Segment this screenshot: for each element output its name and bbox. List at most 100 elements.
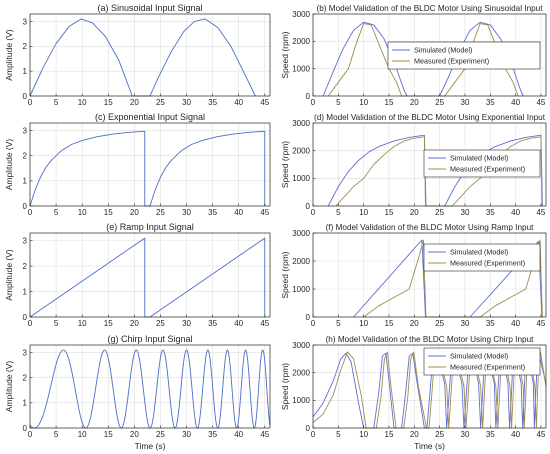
series-line-2 <box>312 351 547 429</box>
x-tick-label: 30 <box>461 430 470 439</box>
x-tick-label: 35 <box>486 208 495 217</box>
x-tick-label: 20 <box>130 319 139 328</box>
x-tick-label: 40 <box>234 98 243 107</box>
series-line-1 <box>29 237 266 318</box>
x-tick-label: 35 <box>208 319 217 328</box>
legend-box <box>387 41 541 70</box>
y-tick-label: 0 <box>23 424 28 433</box>
y-axis-label: Amplitude (V) <box>4 139 14 191</box>
x-tick-label: 10 <box>78 208 87 217</box>
legend-label: Simulated (Model) <box>414 46 472 55</box>
x-tick-label: 15 <box>385 98 394 107</box>
legend: Simulated (Model) Measured (Experiment) <box>423 243 541 272</box>
y-tick-label: 0 <box>306 313 311 322</box>
x-tick-label: 10 <box>359 208 368 217</box>
x-axis-label: Time (s) <box>135 441 166 451</box>
x-tick-label: 45 <box>536 430 545 439</box>
x-tick-label: 20 <box>410 208 419 217</box>
x-tick-label: 25 <box>435 208 444 217</box>
x-tick-label: 10 <box>359 430 368 439</box>
y-tick-label: 1000 <box>292 64 310 73</box>
x-tick-label: 35 <box>208 208 217 217</box>
y-tick-label: 1000 <box>292 396 310 405</box>
x-tick-label: 0 <box>28 98 33 107</box>
axes-box <box>312 232 547 318</box>
x-tick-label: 15 <box>385 208 394 217</box>
y-tick-label: 2000 <box>292 257 310 266</box>
y-tick-label: 3 <box>23 348 28 357</box>
x-tick-label: 5 <box>54 430 59 439</box>
x-tick-label: 35 <box>486 430 495 439</box>
chart-panel-a: 0 5 10 15 20 25 30 35 40 45 0 1 2 3 (a) Sinusoidal Inp… <box>4 3 271 107</box>
chart-panel-h: 0 5 10 15 20 25 30 35 40 45 0 1000 2000 3000 (h) Model… <box>280 335 547 451</box>
legend-label: Simulated (Model) <box>450 248 508 257</box>
x-tick-label: 30 <box>182 98 191 107</box>
legend-label: Measured (Experiment) <box>450 363 525 372</box>
x-tick-label: 10 <box>78 98 87 107</box>
x-tick-label: 35 <box>208 98 217 107</box>
y-axis-label: Speed (rpm) <box>280 251 290 298</box>
x-tick-label: 0 <box>28 319 33 328</box>
x-tick-label: 20 <box>130 208 139 217</box>
x-tick-label: 40 <box>234 208 243 217</box>
x-tick-label: 40 <box>234 319 243 328</box>
x-tick-label: 40 <box>511 319 520 328</box>
x-tick-label: 0 <box>311 208 316 217</box>
x-tick-label: 25 <box>156 319 165 328</box>
axes-box <box>312 13 547 97</box>
y-tick-label: 3000 <box>292 229 310 238</box>
legend-label: Measured (Experiment) <box>414 57 489 66</box>
y-tick-label: 1000 <box>292 285 310 294</box>
y-tick-label: 1 <box>23 399 28 408</box>
y-tick-label: 0 <box>23 92 28 101</box>
x-tick-label: 25 <box>435 98 444 107</box>
x-tick-label: 10 <box>359 319 368 328</box>
x-tick-label: 40 <box>511 208 520 217</box>
y-tick-label: 0 <box>306 202 311 211</box>
chart-panel-c: 0 5 10 15 20 25 30 35 40 45 0 1 2 3 (c) Exponential In… <box>4 112 271 217</box>
x-tick-label: 10 <box>78 319 87 328</box>
y-tick-label: 2 <box>23 262 28 271</box>
x-tick-label: 45 <box>536 98 545 107</box>
legend-box <box>423 347 541 376</box>
x-tick-label: 20 <box>410 430 419 439</box>
x-tick-label: 30 <box>461 208 470 217</box>
y-tick-label: 1 <box>23 287 28 296</box>
y-tick-label: 3000 <box>292 341 310 350</box>
axes-box <box>312 122 547 207</box>
x-tick-label: 45 <box>260 208 269 217</box>
y-tick-label: 0 <box>23 313 28 322</box>
x-tick-label: 5 <box>336 430 341 439</box>
x-tick-label: 30 <box>461 98 470 107</box>
y-axis-label: Amplitude (V) <box>4 29 14 81</box>
x-tick-label: 45 <box>260 319 269 328</box>
y-tick-label: 2000 <box>292 37 310 46</box>
legend: Simulated (Model) Measured (Experiment) <box>387 41 541 70</box>
y-tick-label: 2000 <box>292 368 310 377</box>
y-tick-label: 1000 <box>292 174 310 183</box>
chart-panel-g: 0 5 10 15 20 25 30 35 40 45 0 1 2 3 (g) Chirp Input Si… <box>4 334 271 451</box>
x-tick-label: 40 <box>511 430 520 439</box>
x-tick-label: 5 <box>54 98 59 107</box>
legend: Simulated (Model) Measured (Experiment) <box>423 149 541 178</box>
series-line-1 <box>312 352 547 429</box>
x-tick-label: 25 <box>435 319 444 328</box>
y-tick-label: 1 <box>23 177 28 186</box>
x-tick-label: 5 <box>336 319 341 328</box>
axes-box <box>29 122 271 207</box>
chart-panel-f: 0 5 10 15 20 25 30 35 40 45 0 1000 2000 3000 (f) Model… <box>280 223 547 328</box>
chart-title: (b) Model Validation of the BLDC Motor U… <box>316 4 543 13</box>
x-axis-label: Time (s) <box>414 441 445 451</box>
x-tick-label: 5 <box>336 98 341 107</box>
legend-box <box>423 243 541 272</box>
legend-box <box>423 149 541 178</box>
x-tick-label: 15 <box>385 430 394 439</box>
axes-box <box>29 344 271 429</box>
x-tick-label: 5 <box>336 208 341 217</box>
x-tick-label: 20 <box>130 430 139 439</box>
y-tick-label: 3000 <box>292 119 310 128</box>
legend-label: Simulated (Model) <box>450 154 508 163</box>
y-tick-label: 0 <box>306 92 311 101</box>
x-tick-label: 15 <box>385 319 394 328</box>
